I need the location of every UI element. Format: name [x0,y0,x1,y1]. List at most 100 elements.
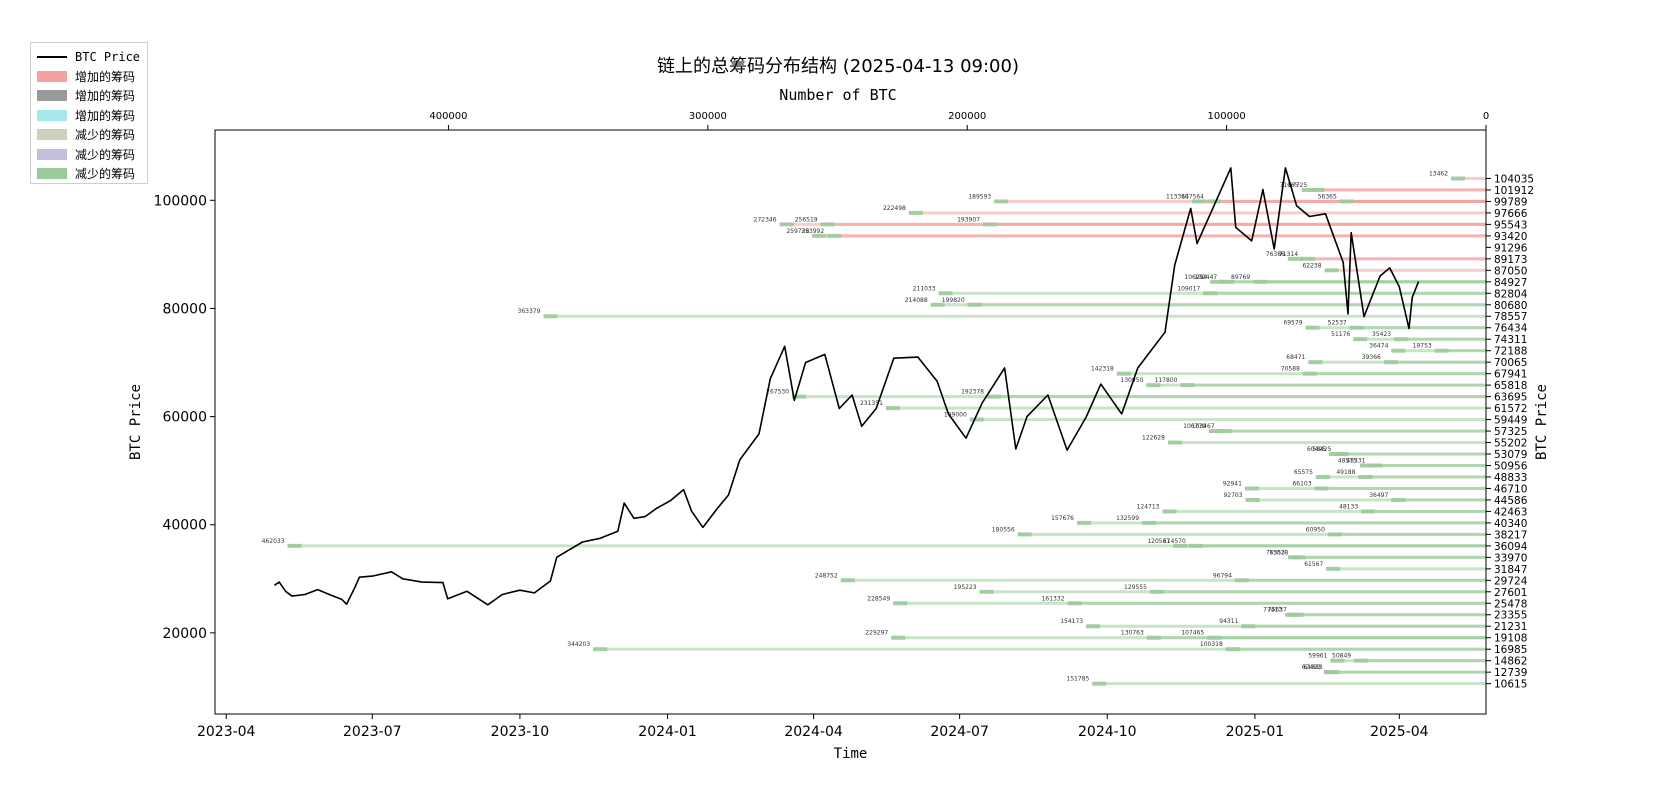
legend-label: 增加的筹码 [75,89,136,104]
chip-bar-end [967,302,982,307]
chip-bar-end [779,222,794,227]
chip-bar [1067,601,1486,605]
right-tick-label: 93420 [1494,231,1527,243]
chip-bar-label: 272346 [754,216,777,223]
chip-bar-label: 106770 [1183,423,1206,430]
chip-bar-end [1149,589,1164,594]
chip-bar-end [893,601,908,606]
chip-bar-label: 151785 [1066,676,1089,683]
right-tick-label: 63695 [1494,392,1527,404]
chip-bar [1310,188,1486,192]
right-tick-label: 40340 [1494,518,1527,530]
right-tick-label: 50956 [1494,460,1528,472]
chip-bar-end [1330,658,1345,663]
chip-bar-end [1017,532,1032,537]
chip-bar [1394,337,1486,341]
chip-bar-end [1162,509,1177,514]
chip-bar-label: 50849 [1332,653,1351,660]
chip-bar [1302,372,1486,376]
x-tick-label: 2024-04 [784,724,843,740]
right-tick-label: 42463 [1494,506,1527,518]
legend-item-increase-gray: 增加的筹码 [37,86,141,106]
chip-bar [1241,624,1486,628]
chip-bar [885,406,1486,410]
top-axis-label: Number of BTC [779,86,897,104]
chip-bar-end [994,199,1009,204]
chip-bar-label: 267530 [766,389,789,396]
chip-bar-label: 48575 [1338,457,1357,464]
legend: BTC Price 增加的筹码 增加的筹码 增加的筹码 减少的筹码 减少的筹码 … [30,42,148,184]
chip-bar-label: 113364 [1166,193,1189,200]
chip-bar-label: 248752 [815,572,838,579]
right-tick-label: 29724 [1494,575,1528,587]
chip-bar [1203,291,1486,295]
top-tick-label: 300000 [689,111,727,122]
chip-bar-end [1092,681,1107,686]
chip-bar-end [1077,520,1092,525]
chip-bar [908,211,1486,215]
legend-swatch [37,148,67,160]
chip-bar-label: 60950 [1306,526,1325,533]
legend-swatch [37,90,67,102]
chip-bar-end [1383,360,1398,365]
chip-bar [287,544,1486,548]
y-tick-label: 40000 [162,518,207,534]
legend-item-decrease-purple: 减少的筹码 [37,145,141,165]
chip-bar-end [1244,486,1259,491]
chip-bar-label: 52537 [1328,320,1347,327]
legend-item-increase-cyan: 增加的筹码 [37,106,141,126]
right-tick-label: 76434 [1494,323,1528,335]
chip-bar-end [1324,268,1339,273]
x-tick-label: 2023-04 [197,724,256,740]
chip-bar-end [1368,463,1383,468]
chip-bar-end [1301,187,1316,192]
chip-bar-label: 462033 [262,538,285,545]
legend-swatch [37,70,67,82]
chip-bar-end [1308,360,1323,365]
chip-bar-label: 75028 [1269,549,1288,556]
y-tick-label: 60000 [162,410,207,426]
right-tick-label: 59449 [1494,415,1527,427]
y-tick-label: 20000 [162,626,207,642]
chip-bar [1358,475,1486,479]
chip-bar-end [1315,474,1330,479]
chip-bar [967,303,1486,307]
chip-bar-end [1314,486,1329,491]
right-tick-label: 80680 [1494,300,1527,312]
legend-label: BTC Price [75,49,141,64]
chip-bar-label: 142318 [1091,366,1114,373]
chip-bar-end [840,578,855,583]
chip-bar-label: 195223 [954,584,977,591]
chip-bar-label: 363379 [518,308,541,315]
chip-bar-label: 256519 [795,216,818,223]
chip-bar [1334,452,1486,456]
chip-bar [1327,532,1486,536]
chip-bar [1253,280,1486,284]
right-tick-label: 72188 [1494,346,1527,358]
chip-bar-label: 76386 [1266,251,1285,258]
chip-bar-end [1287,256,1302,261]
chip-bar [1383,360,1486,364]
chip-bar-label: 161332 [1042,595,1065,602]
chip-bar-label: 132599 [1116,515,1139,522]
right-tick-label: 25478 [1494,598,1527,610]
chip-bar-end [1349,325,1364,330]
chip-bar-label: 117800 [1155,377,1178,384]
chip-bar-end [1167,440,1182,445]
chip-bar-label: 193907 [957,216,980,223]
chip-bar-end [1180,383,1195,388]
chip-bar-label: 100318 [1200,641,1223,648]
right-tick-label: 87050 [1494,265,1527,277]
chip-bar-label: 228549 [867,595,890,602]
y-tick-label: 100000 [154,193,207,209]
legend-label: 增加的筹码 [75,108,136,123]
right-tick-label: 78557 [1494,311,1527,323]
chip-bar [1325,670,1486,674]
chip-bar-end [1253,279,1268,284]
right-tick-label: 104035 [1494,173,1534,185]
chip-bar-label: 60495 [1307,446,1326,453]
right-tick-label: 14862 [1494,656,1527,668]
chip-bar [1289,613,1486,617]
chip-bar [840,578,1486,582]
